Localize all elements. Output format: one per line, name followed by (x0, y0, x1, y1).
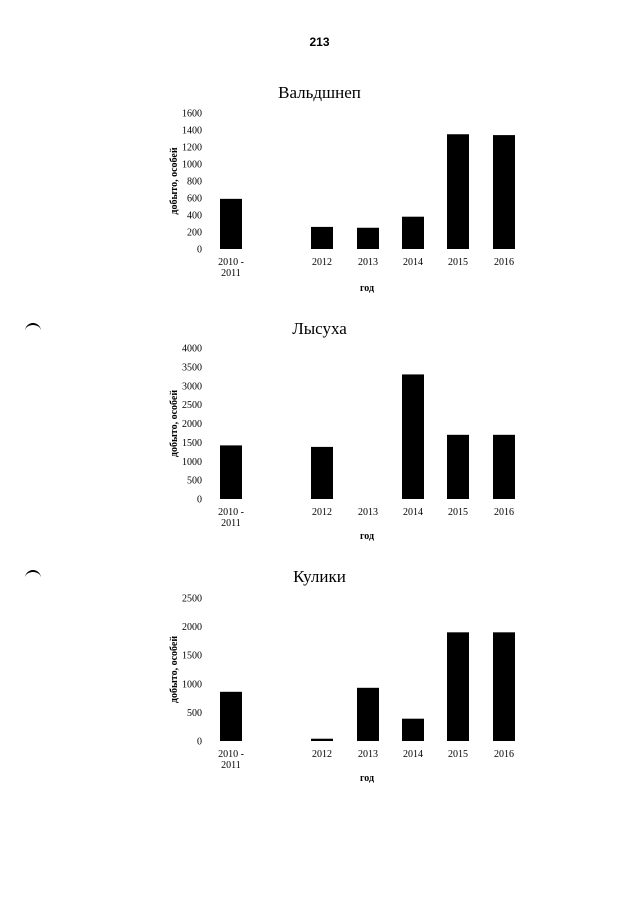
bar (311, 226, 333, 249)
y-tick-label: 2000 (182, 622, 202, 633)
y-tick-label: 1400 (182, 126, 202, 137)
bar (493, 135, 515, 249)
y-tick-label: 600 (187, 194, 202, 205)
y-tick-label: 2500 (182, 400, 202, 411)
bar (311, 446, 333, 499)
x-tick-label: 2013 (358, 257, 378, 268)
y-axis-label: добыто, особей (169, 147, 180, 214)
punch-hole-icon (25, 570, 41, 578)
x-tick-label: 2016 (494, 507, 514, 518)
y-tick-label: 500 (187, 476, 202, 487)
x-tick-label: 2016 (494, 257, 514, 268)
x-tick-label: 2015 (448, 257, 468, 268)
y-tick-label: 1500 (182, 651, 202, 662)
y-tick-label: 2500 (182, 594, 202, 605)
x-tick-label: 2014 (403, 749, 423, 760)
x-tick-label: 2014 (403, 257, 423, 268)
y-axis-label: добыто, особей (169, 636, 180, 703)
x-tick-label: 2010 -2011 (218, 507, 244, 529)
x-tick-label: 2012 (312, 257, 332, 268)
x-tick-label: 2016 (494, 749, 514, 760)
y-tick-label: 800 (187, 177, 202, 188)
x-tick-label: 2013 (358, 749, 378, 760)
bar (357, 687, 379, 741)
x-tick-label: 2014 (403, 507, 423, 518)
chart-title: Лысуха (292, 319, 347, 338)
y-tick-label: 1000 (182, 160, 202, 171)
y-tick-label: 500 (187, 708, 202, 719)
chart-title: Кулики (293, 567, 346, 586)
x-tick-label: 2012 (312, 507, 332, 518)
bar (402, 374, 424, 499)
y-tick-label: 2000 (182, 419, 202, 430)
x-axis-label: год (360, 283, 374, 294)
bar (447, 134, 469, 249)
y-tick-label: 1000 (182, 457, 202, 468)
x-tick-label: 2010 -2011 (218, 257, 244, 279)
y-tick-label: 4000 (182, 344, 202, 355)
y-tick-label: 1000 (182, 679, 202, 690)
y-tick-label: 3500 (182, 362, 202, 373)
y-tick-label: 1200 (182, 143, 202, 154)
y-axis-label: добыто, особей (169, 390, 180, 457)
x-tick-label: 2013 (358, 507, 378, 518)
punch-hole-icon (25, 323, 41, 331)
bar-chart-lysukha: 0 500 1000 1500 2000 2500 3000 3500 4000 добыто, … (169, 344, 515, 542)
bar (220, 445, 242, 499)
y-tick-label: 0 (197, 737, 202, 748)
y-tick-label: 1600 (182, 109, 202, 120)
bar (447, 434, 469, 499)
bar (493, 434, 515, 499)
y-tick-label: 200 (187, 228, 202, 239)
y-tick-label: 0 (197, 245, 202, 256)
y-tick-label: 1500 (182, 438, 202, 449)
bar (220, 691, 242, 741)
bar-chart-kuliki: 0 500 1000 1500 2000 2500 добыто, особей 2010 -… (169, 594, 515, 784)
bar (402, 718, 424, 741)
x-tick-label: 2015 (448, 749, 468, 760)
y-tick-label: 400 (187, 211, 202, 222)
y-tick-label: 3000 (182, 381, 202, 392)
bar (493, 632, 515, 741)
chart-title: Вальдшнеп (278, 83, 361, 102)
x-axis-label: год (360, 773, 374, 784)
bar (357, 227, 379, 249)
page-number: 213 (309, 35, 330, 49)
x-tick-label: 2010 -2011 (218, 749, 244, 771)
x-tick-label: 2012 (312, 749, 332, 760)
bar (447, 632, 469, 741)
bar (220, 198, 242, 249)
y-tick-label: 0 (197, 495, 202, 506)
x-tick-label: 2015 (448, 507, 468, 518)
bar-chart-valdshnep: 0 200 400 600 800 1000 1200 1400 1600 добыто, осо… (169, 109, 515, 294)
bar (311, 738, 333, 741)
bar (402, 216, 424, 249)
x-axis-label: год (360, 531, 374, 542)
